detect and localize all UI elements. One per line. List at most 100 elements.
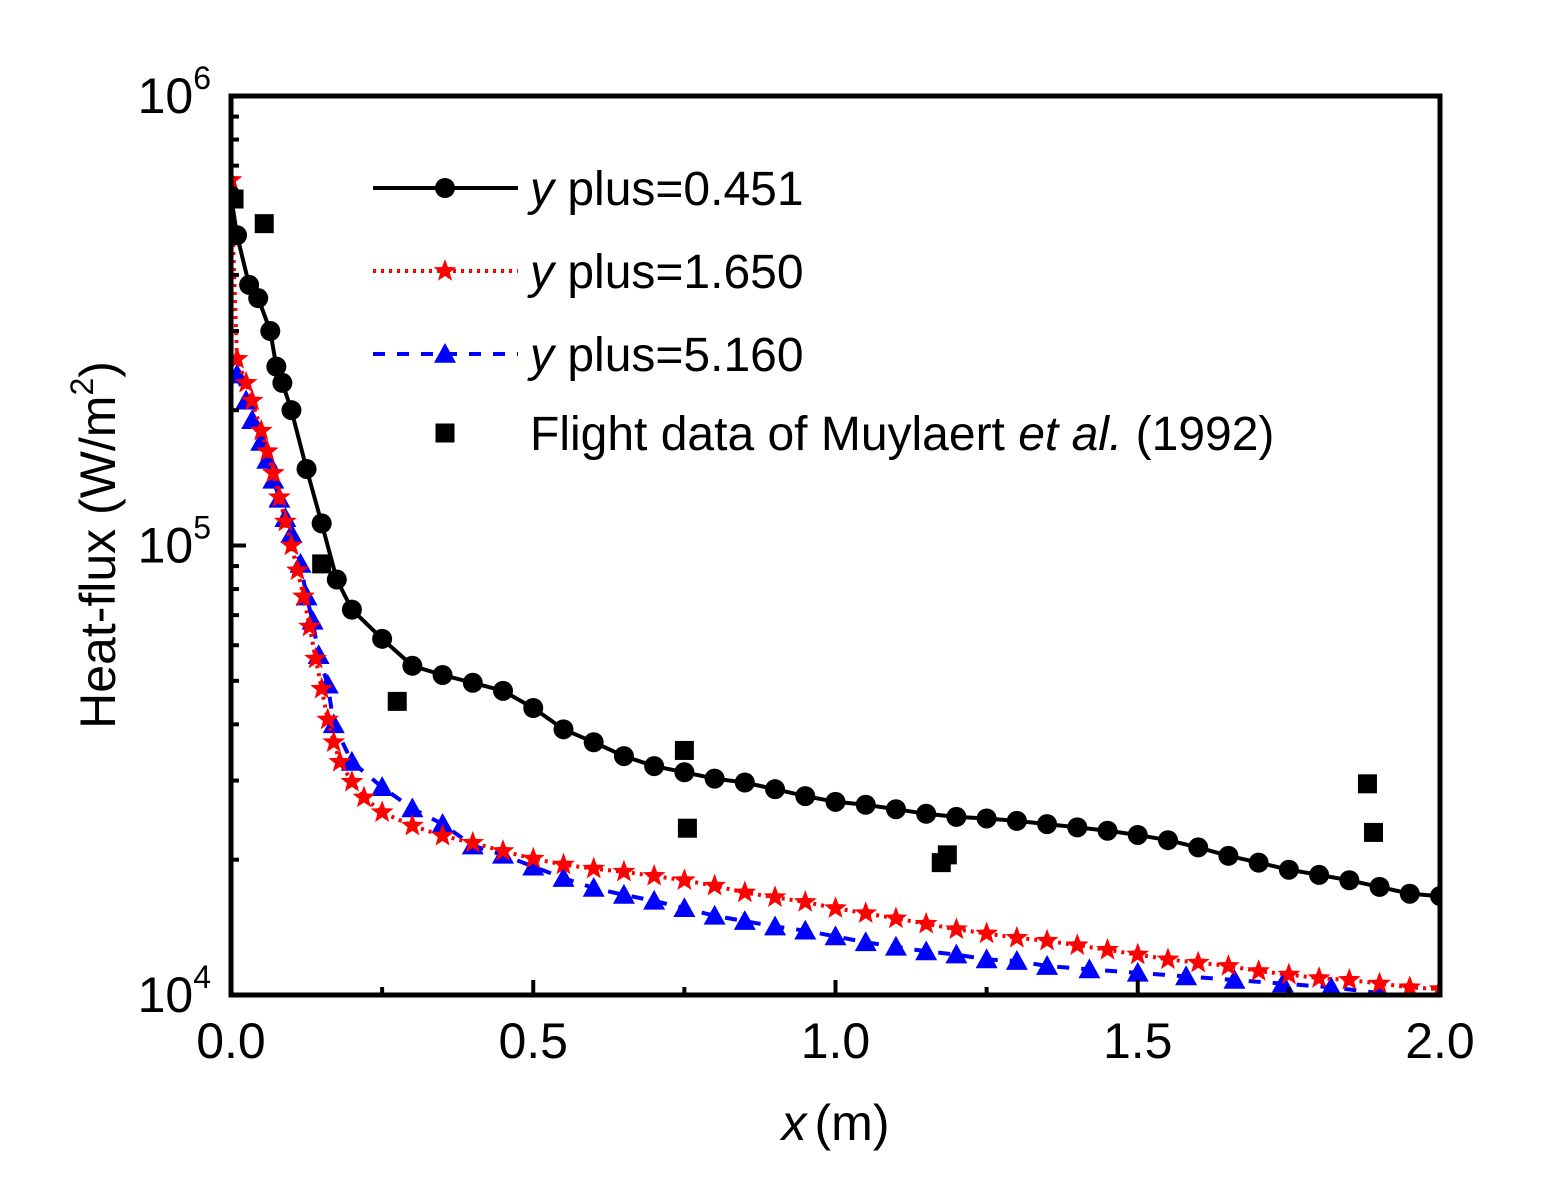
data-point <box>824 925 847 946</box>
series-1 <box>231 168 1440 995</box>
data-point <box>272 372 293 393</box>
data-point <box>1369 876 1390 897</box>
data-point <box>267 485 291 508</box>
data-point <box>642 863 666 886</box>
data-point <box>764 915 787 936</box>
legend-item: Flight data of Muylaert et al. (1992) <box>435 408 1274 461</box>
data-point <box>280 523 303 543</box>
data-point <box>298 614 321 637</box>
data-point <box>341 599 362 620</box>
data-point <box>231 346 249 369</box>
data-point <box>1217 954 1240 976</box>
series-3 <box>231 189 1384 873</box>
data-point <box>311 513 332 534</box>
data-point <box>1078 958 1101 979</box>
data-point <box>1005 925 1029 948</box>
data-point <box>976 808 997 829</box>
data-point <box>1157 830 1178 851</box>
data-point <box>703 873 727 896</box>
data-point <box>231 189 244 209</box>
x-tick-label: 1.5 <box>1103 1013 1173 1069</box>
data-point <box>310 676 334 699</box>
data-point <box>1339 870 1360 891</box>
data-point <box>582 876 605 897</box>
data-point <box>1218 845 1239 866</box>
data-point <box>824 896 847 918</box>
data-point <box>946 806 967 827</box>
data-point <box>884 935 907 956</box>
data-point <box>765 779 786 800</box>
data-point <box>1126 942 1150 965</box>
data-point <box>1126 961 1149 982</box>
data-point <box>523 697 544 718</box>
data-point <box>945 943 968 964</box>
data-point <box>402 655 423 676</box>
data-point <box>1036 955 1059 975</box>
data-point <box>643 889 666 910</box>
data-point <box>1428 977 1440 995</box>
data-point <box>1307 966 1331 988</box>
x-tick-label: 2.0 <box>1405 1013 1475 1069</box>
data-point <box>248 288 269 309</box>
data-point <box>1188 837 1209 858</box>
data-point <box>795 786 816 807</box>
data-point <box>552 852 575 875</box>
legend-item: y plus=1.650 <box>373 246 804 299</box>
data-point <box>400 813 424 836</box>
data-point <box>286 558 309 581</box>
data-point <box>733 910 756 930</box>
data-point <box>1278 859 1299 880</box>
legend-label: y plus=0.451 <box>527 163 804 216</box>
series-line-0 <box>231 195 1440 899</box>
data-point <box>340 769 364 792</box>
data-point <box>975 948 998 969</box>
legend-label: y plus=5.160 <box>527 329 804 382</box>
data-point <box>1309 864 1330 885</box>
data-point <box>522 855 545 876</box>
data-point <box>703 904 726 925</box>
data-point <box>316 707 340 730</box>
data-point <box>372 628 393 649</box>
data-point <box>914 911 938 934</box>
data-point <box>854 901 878 923</box>
data-point <box>1368 971 1391 994</box>
data-point <box>432 665 453 686</box>
data-point <box>240 388 264 411</box>
data-point <box>326 569 347 590</box>
data-point <box>352 785 376 808</box>
legend-marker <box>433 259 457 281</box>
x-tick-label: 1.0 <box>801 1013 871 1069</box>
data-point <box>1186 950 1210 973</box>
data-point <box>281 400 302 421</box>
data-point <box>304 646 328 669</box>
data-point <box>674 740 694 760</box>
data-point <box>1357 774 1377 794</box>
data-point <box>328 749 352 772</box>
data-point <box>734 772 755 793</box>
data-point <box>431 813 454 833</box>
data-point <box>855 794 876 815</box>
data-point <box>1247 959 1271 981</box>
data-point <box>431 823 454 846</box>
data-point <box>1364 822 1384 842</box>
data-point <box>672 868 696 890</box>
data-point <box>387 691 407 711</box>
x-axis-label: x (m) <box>780 1095 890 1151</box>
y-tick-label: 104 <box>138 959 211 1023</box>
data-point <box>261 460 285 483</box>
data-point <box>854 931 877 952</box>
data-point <box>937 845 957 865</box>
data-point <box>1320 976 1342 995</box>
data-point <box>280 533 303 556</box>
data-point <box>1096 937 1119 960</box>
data-point <box>296 458 317 479</box>
data-point <box>312 554 332 574</box>
data-point <box>644 756 665 777</box>
data-point <box>1175 965 1198 986</box>
legend-item: y plus=0.451 <box>373 163 804 216</box>
data-point <box>521 846 545 869</box>
x-tick-label: 0.5 <box>498 1013 568 1069</box>
data-point <box>674 762 695 783</box>
data-point <box>260 321 281 342</box>
